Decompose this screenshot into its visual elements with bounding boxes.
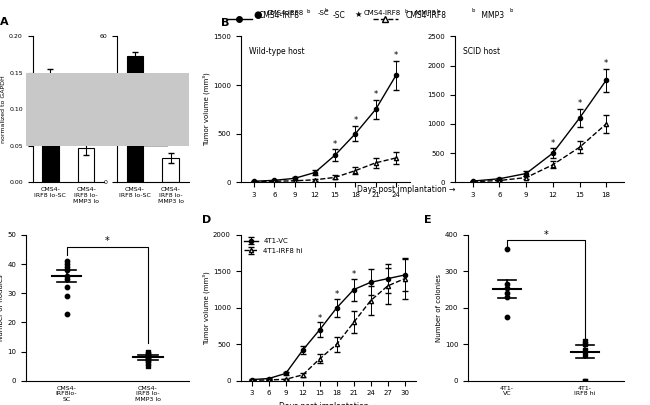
Text: lo: lo — [510, 8, 514, 13]
Point — [580, 377, 590, 384]
Y-axis label: Tumor volume (mm³): Tumor volume (mm³) — [203, 271, 210, 345]
Legend: 4T1-VC, 4T1-IRF8 hi: 4T1-VC, 4T1-IRF8 hi — [244, 239, 303, 254]
Text: lo: lo — [325, 8, 329, 13]
Point — [143, 348, 153, 355]
Point — [61, 266, 72, 273]
Text: CMS4-IRF8: CMS4-IRF8 — [258, 11, 299, 20]
Y-axis label: Number of nodules: Number of nodules — [0, 275, 5, 341]
Y-axis label: Soluble MMP3 protein
(ng/ml): Soluble MMP3 protein (ng/ml) — [86, 75, 97, 143]
Text: *: * — [335, 290, 339, 299]
Text: Wild-type host: Wild-type host — [249, 47, 305, 56]
Point — [143, 351, 153, 358]
Bar — [42, 102, 58, 182]
Text: B: B — [221, 18, 229, 28]
Text: ★: ★ — [354, 10, 362, 19]
Point — [502, 246, 512, 253]
Text: *: * — [105, 236, 110, 246]
Point — [580, 347, 590, 353]
Text: -SC: -SC — [317, 10, 329, 16]
Text: *: * — [604, 59, 608, 68]
Text: Days post implantation →: Days post implantation → — [357, 185, 456, 194]
Point — [502, 281, 512, 288]
Point — [143, 360, 153, 367]
Point — [61, 273, 72, 279]
Text: *: * — [374, 90, 378, 99]
Text: *: * — [394, 51, 398, 60]
Point — [61, 310, 72, 317]
Point — [61, 261, 72, 267]
Point — [61, 264, 72, 270]
X-axis label: Days post implantation →: Days post implantation → — [279, 402, 378, 405]
Text: *: * — [577, 100, 582, 109]
Text: SCID host: SCID host — [463, 47, 500, 56]
Bar — [78, 148, 94, 182]
Text: *: * — [352, 270, 356, 279]
Point — [143, 363, 153, 369]
Point — [580, 341, 590, 347]
Point — [580, 337, 590, 344]
Text: lo: lo — [307, 9, 311, 14]
Text: *: * — [333, 140, 337, 149]
Point — [61, 275, 72, 282]
Text: ●: ● — [254, 10, 262, 20]
Y-axis label: Number of colonies: Number of colonies — [436, 274, 442, 342]
Text: D: D — [202, 215, 211, 225]
Text: -SC: -SC — [332, 11, 345, 20]
Text: E: E — [424, 215, 432, 225]
Point — [502, 294, 512, 300]
Text: CMS4-IRF8: CMS4-IRF8 — [364, 10, 401, 16]
Point — [143, 354, 153, 360]
Point — [580, 352, 590, 358]
Text: MMP3: MMP3 — [479, 11, 504, 20]
Point — [143, 357, 153, 364]
Point — [502, 313, 512, 320]
Bar — [162, 158, 179, 182]
Text: CMS4-IRF8: CMS4-IRF8 — [406, 11, 447, 20]
Text: *: * — [151, 136, 155, 145]
Text: CMS4-IRF8: CMS4-IRF8 — [266, 10, 304, 16]
Point — [143, 354, 153, 360]
Point — [502, 284, 512, 291]
Text: *: * — [551, 139, 555, 147]
Text: lo: lo — [472, 8, 476, 13]
Y-axis label: Tumor volume (mm³): Tumor volume (mm³) — [203, 72, 210, 146]
Point — [143, 357, 153, 364]
Point — [580, 377, 590, 384]
Point — [143, 351, 153, 358]
Text: lo: lo — [404, 9, 409, 14]
Text: *: * — [318, 313, 322, 322]
Bar — [127, 56, 143, 182]
Text: lo: lo — [437, 9, 441, 14]
Point — [61, 284, 72, 291]
Point — [502, 290, 512, 296]
Text: *: * — [354, 117, 358, 126]
Text: *: * — [543, 230, 549, 240]
Point — [61, 258, 72, 264]
Text: MMP3: MMP3 — [413, 10, 436, 16]
Y-axis label: MMP3 mRNA expression
normalized to GAPDH: MMP3 mRNA expression normalized to GAPDH — [0, 71, 6, 147]
Point — [61, 293, 72, 299]
Text: A: A — [0, 17, 9, 27]
